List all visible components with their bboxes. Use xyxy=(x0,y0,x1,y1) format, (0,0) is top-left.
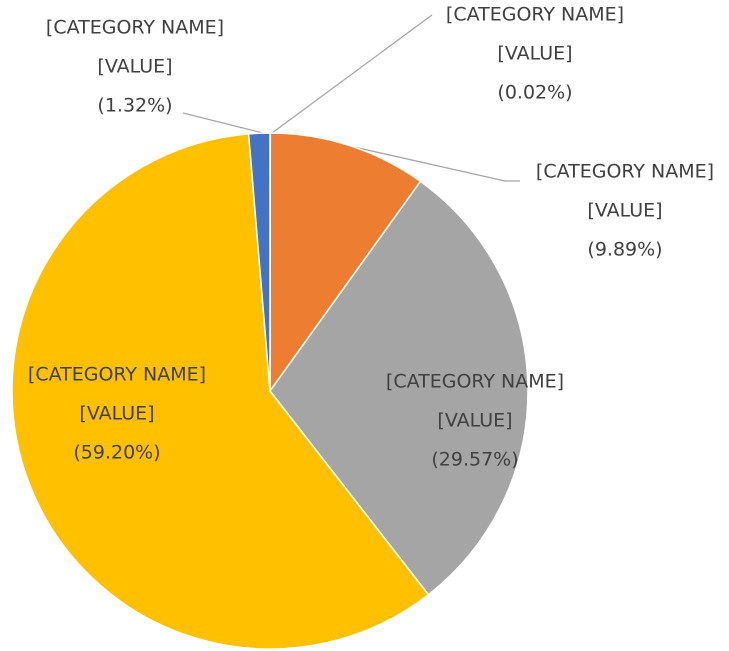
category-label: [CATEGORY NAME] xyxy=(28,364,206,386)
slice xyxy=(269,132,422,394)
value-field-label: [VALUE] xyxy=(79,403,154,425)
value-field-label: [VALUE] xyxy=(437,410,512,432)
data-label: (0.02%) xyxy=(497,82,572,104)
leader-line xyxy=(182,112,264,134)
slice xyxy=(269,180,529,596)
category-label: [CATEGORY NAME] xyxy=(536,161,714,183)
leader-line xyxy=(344,144,520,182)
data-label: (1.32%) xyxy=(97,95,172,117)
slice xyxy=(247,132,271,392)
value-field-label: [VALUE] xyxy=(587,200,662,222)
leader-line xyxy=(271,14,433,134)
data-label: (9.89%) xyxy=(587,239,662,261)
category-label: [CATEGORY NAME] xyxy=(446,4,624,26)
value-field-label: [VALUE] xyxy=(497,43,572,65)
slices xyxy=(11,132,529,650)
data-label: (59.20%) xyxy=(73,442,160,464)
labels: [CATEGORY NAME] [VALUE] (0.02%) [CATEGORY N… xyxy=(28,4,714,471)
data-label: (29.57%) xyxy=(431,449,518,471)
value-field-label: [VALUE] xyxy=(97,56,172,78)
category-label: [CATEGORY NAME] xyxy=(46,17,224,39)
category-label: [CATEGORY NAME] xyxy=(386,371,564,393)
slice xyxy=(11,133,430,650)
